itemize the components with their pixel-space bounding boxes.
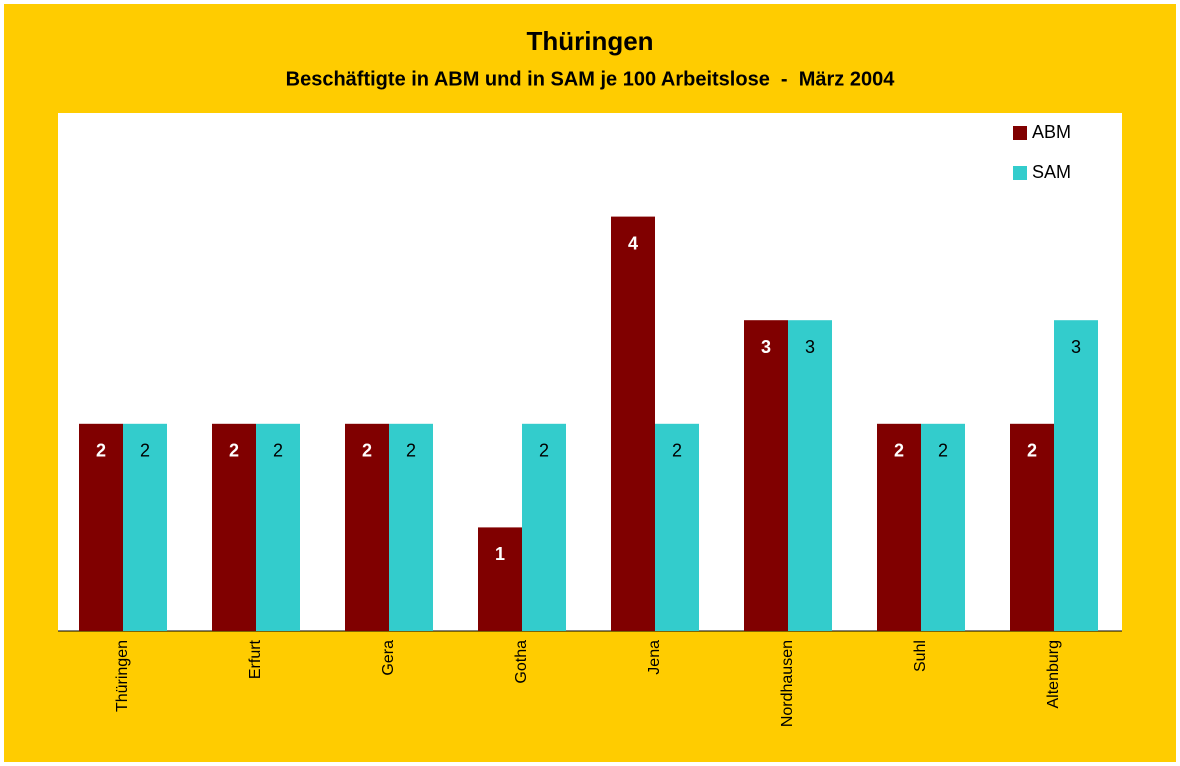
value-label: 2 — [1027, 441, 1037, 461]
legend-swatch — [1013, 126, 1027, 140]
bar — [877, 423, 921, 631]
x-tick-label: Jena — [646, 640, 663, 675]
legend-swatch — [1013, 166, 1027, 180]
value-label: 4 — [628, 233, 638, 253]
value-label: 2 — [362, 441, 372, 461]
bar — [389, 423, 433, 631]
chart-title: Thüringen — [526, 26, 653, 56]
value-label: 2 — [672, 441, 682, 461]
legend-label: ABM — [1032, 122, 1071, 142]
value-label: 2 — [96, 441, 106, 461]
legend-label: SAM — [1032, 162, 1071, 182]
value-label: 3 — [1071, 337, 1081, 357]
x-tick-label: Suhl — [912, 640, 929, 672]
value-label: 3 — [761, 337, 771, 357]
value-label: 2 — [539, 441, 549, 461]
value-label: 2 — [894, 441, 904, 461]
bar — [1054, 320, 1098, 631]
bar — [212, 423, 256, 631]
value-label: 3 — [805, 337, 815, 357]
x-tick-label: Thüringen — [114, 640, 131, 712]
bar — [1010, 423, 1054, 631]
bar — [611, 216, 655, 631]
x-tick-label: Gotha — [513, 640, 530, 684]
bar — [744, 320, 788, 631]
bar — [478, 527, 522, 631]
bar — [256, 423, 300, 631]
chart-subtitle: Beschäftigte in ABM und in SAM je 100 Ar… — [286, 68, 896, 90]
value-label: 2 — [273, 441, 283, 461]
bar — [921, 423, 965, 631]
value-label: 1 — [495, 544, 505, 564]
bar — [655, 423, 699, 631]
x-tick-label: Nordhausen — [779, 640, 796, 727]
bar — [79, 423, 123, 631]
bar — [522, 423, 566, 631]
bar — [123, 423, 167, 631]
bar — [788, 320, 832, 631]
x-tick-label: Altenburg — [1045, 640, 1062, 709]
value-label: 2 — [938, 441, 948, 461]
x-tick-label: Gera — [380, 640, 397, 676]
value-label: 2 — [229, 441, 239, 461]
x-tick-label: Erfurt — [247, 639, 264, 679]
bar — [345, 423, 389, 631]
value-label: 2 — [406, 441, 416, 461]
value-label: 2 — [140, 441, 150, 461]
